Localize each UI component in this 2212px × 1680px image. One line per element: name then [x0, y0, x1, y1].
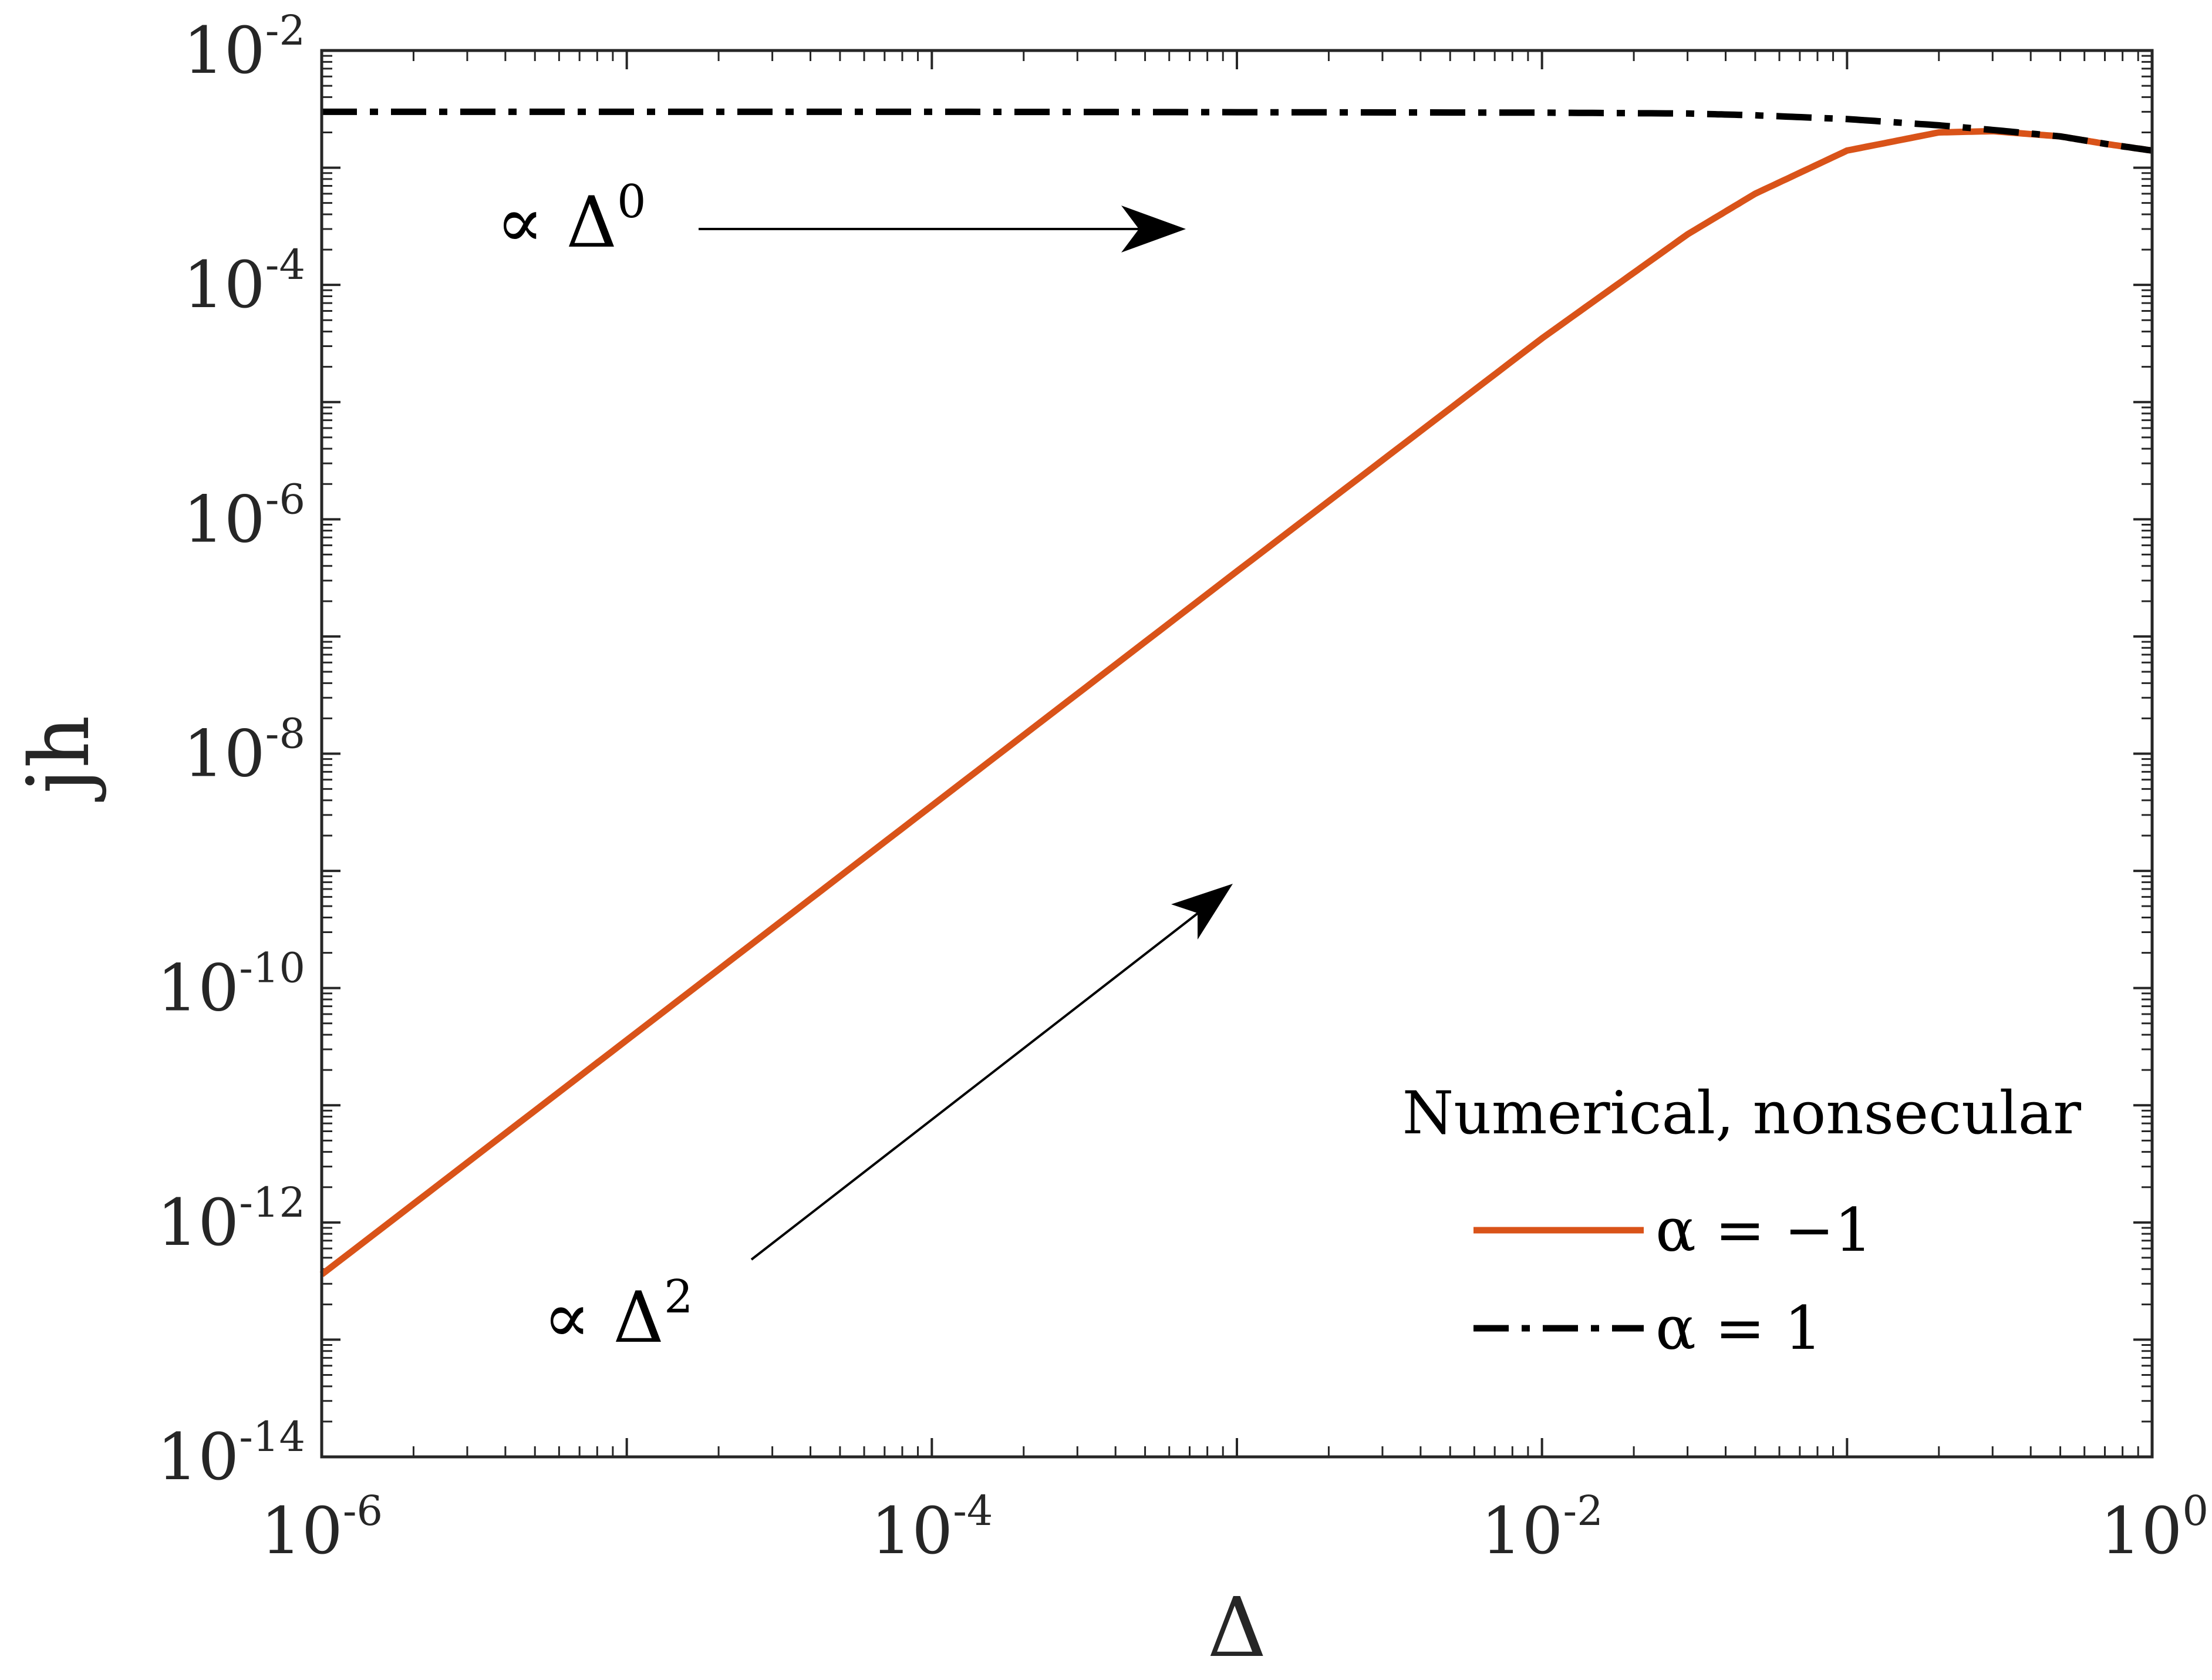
y-axis-title: j̇h: [12, 715, 108, 802]
x-tick-exp: -6: [343, 1487, 383, 1535]
y-tick-base: 10: [183, 482, 265, 557]
legend: Numerical, nonsecular α = −1 α = 1: [1402, 1079, 2081, 1363]
x-axis-title: Δ: [1207, 1580, 1266, 1676]
y-tick-label: 10-6: [183, 475, 305, 557]
x-tick-base: 10: [871, 1493, 953, 1568]
annotation-delta-0-label: ∝ Δ0: [496, 176, 646, 264]
y-tick-base: 10: [183, 247, 265, 322]
x-tick-base: 10: [2100, 1493, 2182, 1568]
y-tick-exp: -12: [239, 1179, 305, 1227]
plot-background: [322, 50, 2152, 1457]
legend-title: Numerical, nonsecular: [1402, 1079, 2081, 1147]
x-tick-label: 10-2: [1481, 1487, 1603, 1568]
x-tick-exp: -2: [1563, 1487, 1603, 1535]
y-tick-base: 10: [183, 13, 265, 88]
annotation-delta-2-arrow-line: [750, 903, 1210, 1261]
series-layer: [319, 108, 2153, 1277]
y-tick-label: 10-4: [183, 241, 305, 322]
x-tick-labels: 10-6 10-4 10-2 100: [261, 1487, 2208, 1568]
annotation-delta-0-arrowhead: [1121, 206, 1186, 252]
y-tick-exp: -8: [265, 710, 305, 758]
x-tick-label: 10-4: [871, 1487, 993, 1568]
annotation-delta-0-exp: 0: [617, 176, 646, 228]
x-tick-base: 10: [1481, 1493, 1563, 1568]
annotation-delta-2-prefix: ∝ Δ: [543, 1277, 664, 1359]
y-tick-label: 10-10: [157, 944, 305, 1026]
x-tick-exp: 0: [2182, 1487, 2208, 1535]
y-tick-base: 10: [183, 716, 265, 792]
x-tick-label: 10-6: [261, 1487, 383, 1568]
y-tick-base: 10: [157, 951, 239, 1026]
legend-label-alpha-minus-1: α = −1: [1655, 1196, 1873, 1265]
legend-label-alpha-1: α = 1: [1655, 1294, 1822, 1363]
annotation-proportional-delta-2: ∝ Δ2: [543, 884, 1233, 1359]
y-tick-label: 10-8: [183, 710, 305, 792]
annotation-delta-2-arrowhead: [1171, 884, 1233, 940]
x-tick-base: 10: [261, 1493, 343, 1568]
major-ticks: [321, 49, 2153, 1458]
y-tick-exp: -10: [239, 944, 305, 992]
y-tick-exp: -14: [239, 1413, 305, 1461]
y-tick-exp: -4: [265, 241, 305, 289]
series-alpha-1-line: [322, 108, 2153, 154]
y-tick-base: 10: [157, 1185, 239, 1260]
annotation-delta-0-prefix: ∝ Δ: [496, 182, 617, 264]
annotation-proportional-delta-0: ∝ Δ0: [496, 176, 1186, 264]
y-tick-base: 10: [157, 1419, 239, 1494]
y-tick-exp: -2: [265, 6, 305, 55]
annotation-delta-2-label: ∝ Δ2: [543, 1271, 693, 1359]
x-tick-exp: -4: [953, 1487, 993, 1535]
y-tick-label: 10-14: [157, 1413, 305, 1494]
y-tick-exp: -6: [265, 475, 305, 523]
y-tick-label: 10-2: [183, 6, 305, 88]
annotation-delta-2-exp: 2: [664, 1271, 693, 1324]
x-tick-label: 100: [2100, 1487, 2208, 1568]
y-tick-label: 10-12: [157, 1179, 305, 1260]
